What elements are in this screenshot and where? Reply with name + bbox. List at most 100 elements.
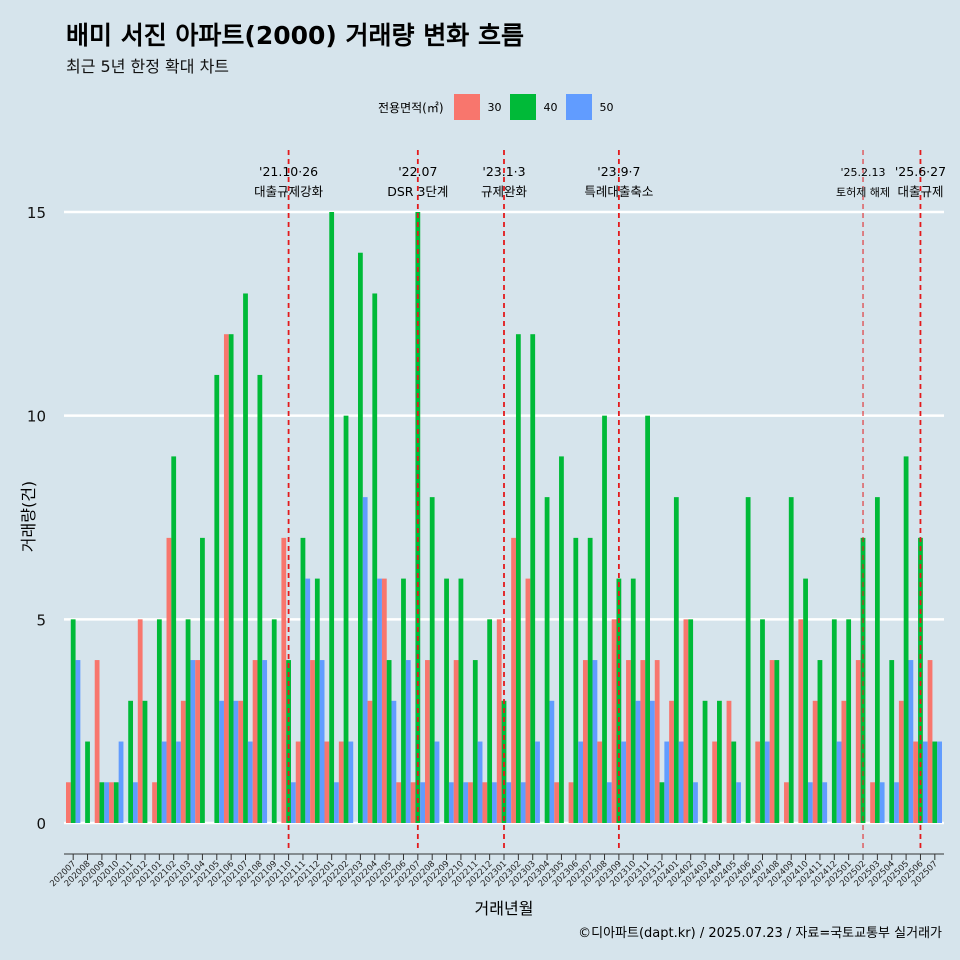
event-label-3: 규제완화 (481, 184, 528, 199)
bar-202204-50 (377, 578, 382, 823)
bar-202501-40 (846, 619, 852, 823)
bar-202103-40 (185, 619, 191, 823)
bar-202204-30 (367, 700, 373, 823)
bar-202211-40 (472, 660, 478, 823)
bar-202411-30 (812, 700, 818, 823)
event-date-2: '22.07 (398, 164, 437, 179)
y-tick-label-15: 15 (27, 204, 46, 222)
bar-202404-30 (712, 741, 718, 823)
chart-title: 배미 서진 아파트(2000) 거래량 변화 흐름 (66, 21, 524, 50)
bar-202009-30 (94, 660, 100, 823)
bar-202307-50 (592, 660, 598, 823)
bar-202310-40 (630, 578, 636, 823)
bar-202107-50 (247, 741, 253, 823)
bar-202504-40 (889, 660, 895, 823)
x-axis-title: 거래년월 (475, 899, 534, 918)
bar-202308-40 (602, 415, 607, 823)
bar-202309-50 (621, 741, 627, 823)
bar-202412-40 (831, 619, 837, 823)
bar-202306-30 (568, 782, 574, 823)
bar-202110-50 (290, 782, 296, 823)
bar-202406-40 (745, 497, 751, 823)
bar-202209-50 (448, 782, 454, 823)
bar-202209-40 (444, 578, 449, 823)
bar-202409-40 (788, 497, 794, 823)
bar-202011-40 (128, 700, 134, 823)
bar-202206-30 (396, 782, 402, 823)
bar-202409-30 (784, 782, 789, 823)
bar-202301-40 (501, 700, 507, 823)
bar-202008-40 (85, 741, 90, 823)
bar-202505-50 (908, 660, 914, 823)
legend-item-30: 30 (453, 94, 502, 120)
bar-202205-50 (391, 700, 397, 823)
bar-202103-30 (180, 700, 186, 823)
bar-202110-30 (281, 537, 287, 823)
bar-202405-30 (726, 700, 732, 823)
bar-202309-30 (611, 619, 617, 823)
bar-202308-50 (606, 782, 612, 823)
legend-title: 전용면적(㎡) (378, 100, 444, 115)
bar-202208-30 (425, 660, 430, 823)
bar-202211-50 (477, 741, 483, 823)
bar-202306-50 (578, 741, 583, 823)
bar-202301-30 (496, 619, 502, 823)
y-tick-label-10: 10 (27, 408, 46, 426)
bar-202106-30 (223, 334, 229, 823)
bar-202107-30 (238, 700, 244, 823)
bar-202404-40 (717, 700, 722, 823)
bar-202111-30 (295, 741, 301, 823)
bar-202207-50 (420, 782, 426, 823)
bar-202505-40 (903, 456, 909, 823)
bar-202305-30 (554, 782, 560, 823)
bar-202106-50 (233, 700, 239, 823)
bar-202503-30 (870, 782, 875, 823)
legend-label-40: 40 (543, 100, 558, 114)
bar-202010-30 (109, 782, 114, 823)
legend-label-50: 50 (599, 100, 614, 114)
bar-202212-40 (487, 619, 493, 823)
event-label-5: 토허제 해제 (836, 185, 890, 199)
bar-202311-50 (650, 700, 655, 823)
bar-202007-30 (66, 782, 71, 823)
bar-202301-50 (506, 782, 512, 823)
bar-202504-50 (894, 782, 899, 823)
event-label-1: 대출규제강화 (254, 184, 324, 199)
bar-202410-30 (798, 619, 804, 823)
bar-202304-50 (549, 700, 555, 823)
bar-202201-40 (329, 212, 335, 823)
bar-202207-30 (410, 782, 416, 823)
bar-202310-50 (635, 700, 641, 823)
bar-202308-30 (597, 741, 603, 823)
bar-202403-40 (702, 700, 708, 823)
bar-202506-50 (922, 741, 928, 823)
bar-202304-40 (544, 497, 550, 823)
bar-202202-40 (343, 415, 349, 823)
legend-swatch-50 (565, 94, 592, 120)
legend-item-50: 50 (565, 94, 614, 120)
bar-202201-30 (324, 741, 330, 823)
bar-202102-30 (166, 537, 172, 823)
bar-202010-50 (118, 741, 124, 823)
bar-202405-40 (731, 741, 737, 823)
bar-202408-40 (774, 660, 780, 823)
bar-202305-40 (559, 456, 564, 823)
event-label-4: 특례대출축소 (584, 184, 653, 199)
bar-202111-40 (300, 537, 306, 823)
bar-202303-40 (530, 334, 536, 823)
bar-202401-50 (678, 741, 684, 823)
y-tick-label-5: 5 (36, 611, 46, 629)
bar-202303-30 (525, 578, 531, 823)
bar-202104-30 (195, 660, 201, 823)
bar-202302-50 (520, 782, 526, 823)
bar-202310-30 (626, 660, 631, 823)
event-date-1: '21.10·26 (259, 164, 318, 179)
bar-202502-30 (855, 660, 861, 823)
bar-202312-50 (664, 741, 670, 823)
bar-202101-40 (156, 619, 162, 823)
bar-202503-40 (874, 497, 880, 823)
bar-202208-40 (429, 497, 435, 823)
bar-202408-30 (769, 660, 775, 823)
bar-202402-40 (688, 619, 694, 823)
